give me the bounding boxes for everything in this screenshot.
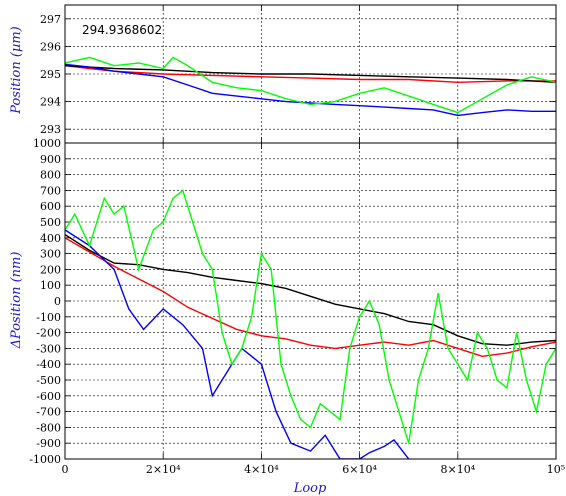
position-readout: 294.9368602 — [82, 23, 162, 37]
bottom-series-1-line — [65, 237, 556, 358]
bottom-y-tick-label: -200 — [36, 327, 61, 340]
bottom-y-tick-label: 1000 — [33, 137, 61, 150]
bottom-y-tick-label: -400 — [36, 358, 61, 371]
x-tick-label: 0 — [62, 463, 69, 476]
bottom-y-axis-label: ΔPosition (nm) — [9, 252, 24, 350]
bottom-y-tick-label: -700 — [36, 406, 61, 419]
x-axis-label: Loop — [293, 481, 327, 496]
x-tick-label: 10⁵ — [547, 463, 565, 476]
bottom-y-tick-label: 700 — [40, 184, 61, 197]
bottom-y-tick-label: -100 — [36, 311, 61, 324]
bottom-y-tick-label: -1000 — [29, 453, 61, 466]
bottom-series-2-line — [65, 229, 410, 459]
bottom-y-tick-label: -600 — [36, 390, 61, 403]
bottom-y-tick-label: 200 — [40, 263, 61, 276]
x-tick-label: 6×10⁴ — [342, 463, 377, 476]
top-y-tick-label: 294 — [40, 96, 61, 109]
position-plot: 293 294 295 296 297 — [40, 4, 557, 144]
top-y-axis-label: Position (µm) — [9, 26, 24, 115]
bottom-series-0-line — [65, 234, 556, 346]
bottom-y-tick-label: -800 — [36, 421, 61, 434]
bottom-y-tick-label: 400 — [40, 232, 61, 245]
bottom-y-tick-label: 100 — [40, 279, 61, 292]
bottom-y-tick-label: 0 — [54, 295, 61, 308]
bottom-y-tick-label: 900 — [40, 153, 61, 166]
bottom-y-tick-label: 300 — [40, 248, 61, 261]
top-y-tick-label: 297 — [40, 13, 61, 26]
bottom-y-tick-label: 800 — [40, 169, 61, 182]
x-tick-label: 8×10⁴ — [440, 463, 475, 476]
bottom-y-tick-label: -900 — [36, 437, 61, 450]
top-series-3-line — [65, 56, 556, 114]
top-series-1-line — [65, 65, 556, 83]
bottom-plot-frame — [64, 142, 557, 460]
bottom-y-tick-label: 500 — [40, 216, 61, 229]
bottom-series-3-line — [65, 189, 556, 444]
top-y-tick-label: 293 — [40, 123, 61, 136]
bottom-y-tick-label: 600 — [40, 200, 61, 213]
delta-position-plot: -1000-900-800-700-600-500-400-300-200-10… — [29, 137, 565, 476]
top-series-2-line — [65, 63, 556, 117]
bottom-y-tick-label: -300 — [36, 342, 61, 355]
x-tick-label: 2×10⁴ — [146, 463, 181, 476]
top-y-tick-label: 296 — [40, 40, 61, 53]
x-tick-label: 4×10⁴ — [244, 463, 279, 476]
bottom-y-tick-label: -500 — [36, 374, 61, 387]
top-y-tick-label: 295 — [40, 68, 61, 81]
